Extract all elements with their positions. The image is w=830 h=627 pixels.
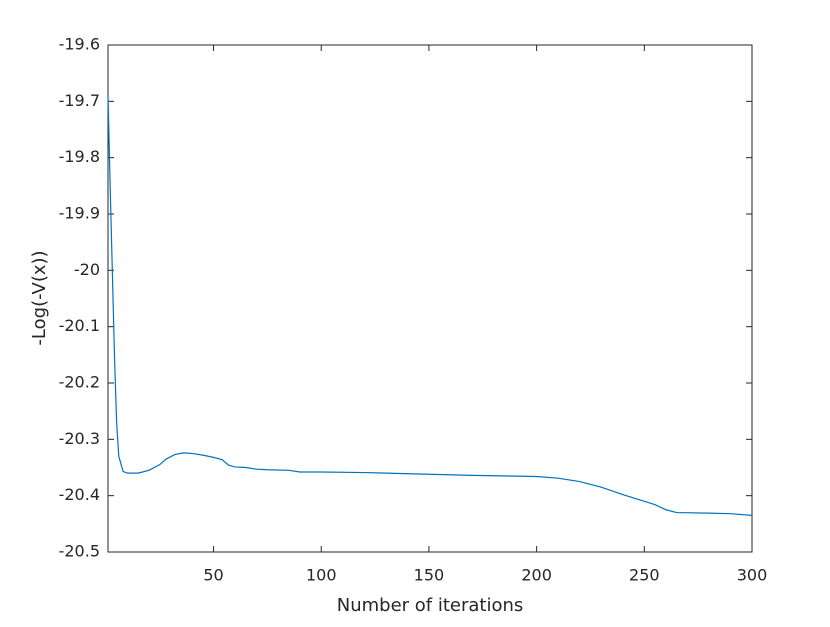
- x-tick-label: 50: [203, 566, 223, 585]
- x-tick-label: 300: [737, 566, 768, 585]
- y-tick-label: -20.1: [59, 316, 100, 335]
- y-tick-label: -19.9: [59, 204, 100, 223]
- x-axis-label: Number of iterations: [337, 595, 524, 616]
- x-tick-label: 200: [521, 566, 552, 585]
- y-tick-label: -20.3: [59, 429, 100, 448]
- line-series: [107, 95, 753, 516]
- y-tick-label: -19.6: [59, 35, 100, 54]
- y-tick-label: -20.5: [59, 542, 100, 561]
- x-tick-label: 100: [306, 566, 337, 585]
- x-tick-label: 150: [414, 566, 445, 585]
- y-tick-label: -19.8: [59, 147, 100, 166]
- y-axis-label: -Log(-V(x)): [29, 250, 50, 345]
- y-tick-label: -20: [74, 260, 100, 279]
- plot-box: [107, 44, 753, 553]
- x-tick-label: 250: [629, 566, 660, 585]
- y-tick-label: -19.7: [59, 91, 100, 110]
- y-tick-label: -20.4: [59, 485, 100, 504]
- y-tick-label: -20.2: [59, 373, 100, 392]
